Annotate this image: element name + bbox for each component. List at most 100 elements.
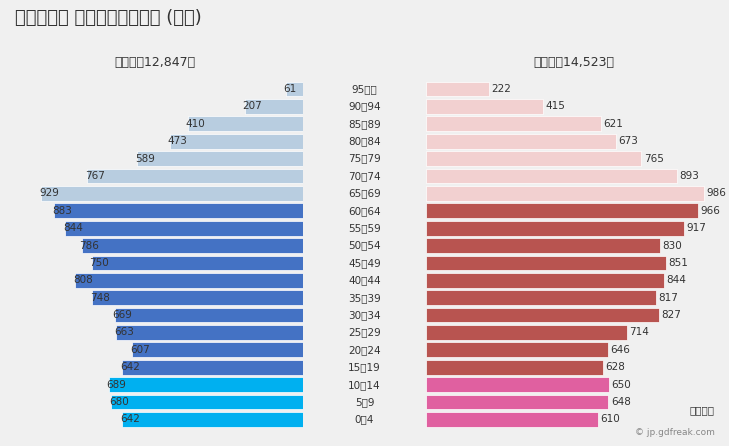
Bar xyxy=(87,169,303,183)
Text: 750: 750 xyxy=(90,258,109,268)
Bar xyxy=(170,134,303,149)
Bar xyxy=(426,186,703,201)
Bar xyxy=(426,99,543,114)
Text: 893: 893 xyxy=(679,171,700,181)
Text: 207: 207 xyxy=(243,101,262,112)
Bar xyxy=(82,238,303,253)
Text: 90～94: 90～94 xyxy=(348,101,381,112)
Bar xyxy=(92,256,303,270)
Bar xyxy=(426,412,598,427)
Text: 808: 808 xyxy=(73,275,93,285)
Bar xyxy=(426,82,488,96)
Bar xyxy=(93,290,303,305)
Text: 女性計：14,523人: 女性計：14,523人 xyxy=(534,56,615,69)
Text: 60～64: 60～64 xyxy=(348,206,381,216)
Text: © jp.gdfreak.com: © jp.gdfreak.com xyxy=(634,428,714,437)
Bar xyxy=(426,273,663,288)
Text: 765: 765 xyxy=(644,153,663,164)
Bar xyxy=(426,256,666,270)
Bar xyxy=(426,360,603,375)
Text: 851: 851 xyxy=(668,258,687,268)
Text: 20～24: 20～24 xyxy=(348,345,381,355)
Text: 817: 817 xyxy=(658,293,678,303)
Text: 61: 61 xyxy=(284,84,297,94)
Text: 966: 966 xyxy=(701,206,720,216)
Bar xyxy=(426,169,677,183)
Text: 75～79: 75～79 xyxy=(348,153,381,164)
Bar xyxy=(122,412,303,427)
Text: 844: 844 xyxy=(666,275,686,285)
Text: 55～59: 55～59 xyxy=(348,223,381,233)
Text: 15～19: 15～19 xyxy=(348,362,381,372)
Text: 929: 929 xyxy=(39,188,59,198)
Text: 883: 883 xyxy=(52,206,72,216)
Text: 767: 767 xyxy=(85,171,104,181)
Text: 65～69: 65～69 xyxy=(348,188,381,198)
Text: 673: 673 xyxy=(617,136,638,146)
Text: 40～44: 40～44 xyxy=(348,275,381,285)
Bar xyxy=(117,325,303,340)
Bar xyxy=(426,395,609,409)
Bar xyxy=(114,308,303,322)
Text: 589: 589 xyxy=(135,153,155,164)
Bar xyxy=(426,151,642,166)
Text: 45～49: 45～49 xyxy=(348,258,381,268)
Text: 30～34: 30～34 xyxy=(348,310,381,320)
Text: 男性計：12,847人: 男性計：12,847人 xyxy=(114,56,195,69)
Text: ２０４０年 北谷町の人口構成 (予測): ２０４０年 北谷町の人口構成 (予測) xyxy=(15,9,201,27)
Bar xyxy=(426,290,656,305)
Text: 410: 410 xyxy=(185,119,205,129)
Bar xyxy=(112,395,303,409)
Text: 917: 917 xyxy=(687,223,706,233)
Text: 689: 689 xyxy=(106,380,127,390)
Text: 85～89: 85～89 xyxy=(348,119,381,129)
Text: 669: 669 xyxy=(112,310,132,320)
Text: 714: 714 xyxy=(629,327,650,338)
Text: 50～54: 50～54 xyxy=(348,240,381,251)
Bar xyxy=(426,203,698,218)
Text: 80～84: 80～84 xyxy=(348,136,381,146)
Text: 680: 680 xyxy=(109,397,129,407)
Text: 415: 415 xyxy=(545,101,565,112)
Text: 10～14: 10～14 xyxy=(348,380,381,390)
Bar xyxy=(42,186,303,201)
Text: 単位：人: 単位：人 xyxy=(690,405,714,415)
Text: 830: 830 xyxy=(662,240,682,251)
Bar xyxy=(426,134,615,149)
Bar xyxy=(75,273,303,288)
Bar xyxy=(426,377,609,392)
Text: 650: 650 xyxy=(612,380,631,390)
Bar xyxy=(187,116,303,131)
Bar xyxy=(55,203,303,218)
Text: 642: 642 xyxy=(120,362,140,372)
Text: 628: 628 xyxy=(605,362,625,372)
Text: 35～39: 35～39 xyxy=(348,293,381,303)
Text: 748: 748 xyxy=(90,293,110,303)
Text: 986: 986 xyxy=(706,188,726,198)
Text: 607: 607 xyxy=(130,345,149,355)
Text: 95歳～: 95歳～ xyxy=(351,84,378,94)
Bar xyxy=(245,99,303,114)
Text: 70～74: 70～74 xyxy=(348,171,381,181)
Text: 844: 844 xyxy=(63,223,83,233)
Text: 648: 648 xyxy=(611,397,631,407)
Bar xyxy=(426,238,660,253)
Bar xyxy=(286,82,303,96)
Text: 646: 646 xyxy=(610,345,630,355)
Text: 827: 827 xyxy=(661,310,681,320)
Text: 610: 610 xyxy=(600,414,620,425)
Bar xyxy=(137,151,303,166)
Text: 786: 786 xyxy=(79,240,99,251)
Bar xyxy=(426,325,627,340)
Bar xyxy=(426,116,601,131)
Bar xyxy=(426,343,608,357)
Bar xyxy=(426,308,659,322)
Text: 25～29: 25～29 xyxy=(348,327,381,338)
Text: 222: 222 xyxy=(491,84,510,94)
Bar xyxy=(66,221,303,235)
Text: 663: 663 xyxy=(114,327,134,338)
Text: 473: 473 xyxy=(168,136,187,146)
Text: 621: 621 xyxy=(603,119,623,129)
Bar xyxy=(132,343,303,357)
Text: 642: 642 xyxy=(120,414,140,425)
